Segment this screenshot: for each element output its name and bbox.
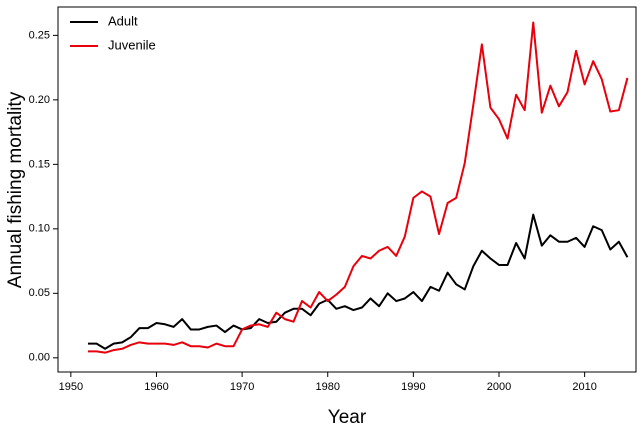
x-tick-label: 1980 (315, 381, 339, 393)
x-tick-label: 2000 (487, 381, 511, 393)
x-tick-label: 1960 (144, 381, 168, 393)
y-axis-title: Annual fishing mortality (5, 91, 26, 288)
plot-frame (57, 6, 637, 373)
x-tick-label: 2010 (572, 381, 596, 393)
x-tick-label: 1970 (230, 381, 254, 393)
y-tick-label: 0.15 (29, 158, 50, 170)
data-line (87, 213, 629, 350)
x-tick-label: 1990 (401, 381, 425, 393)
x-tick-label: 1950 (59, 381, 83, 393)
y-tick-label: 0.25 (29, 29, 50, 41)
y-tick-label: 0.10 (29, 223, 50, 235)
y-tick-label: 0.20 (29, 94, 50, 106)
legend-label: Juvenile (108, 37, 156, 52)
legend-label: Adult (108, 13, 138, 28)
x-axis-title: Year (328, 407, 367, 428)
data-line (87, 21, 629, 354)
y-tick-label: 0.00 (29, 352, 50, 364)
y-tick-label: 0.05 (29, 287, 50, 299)
